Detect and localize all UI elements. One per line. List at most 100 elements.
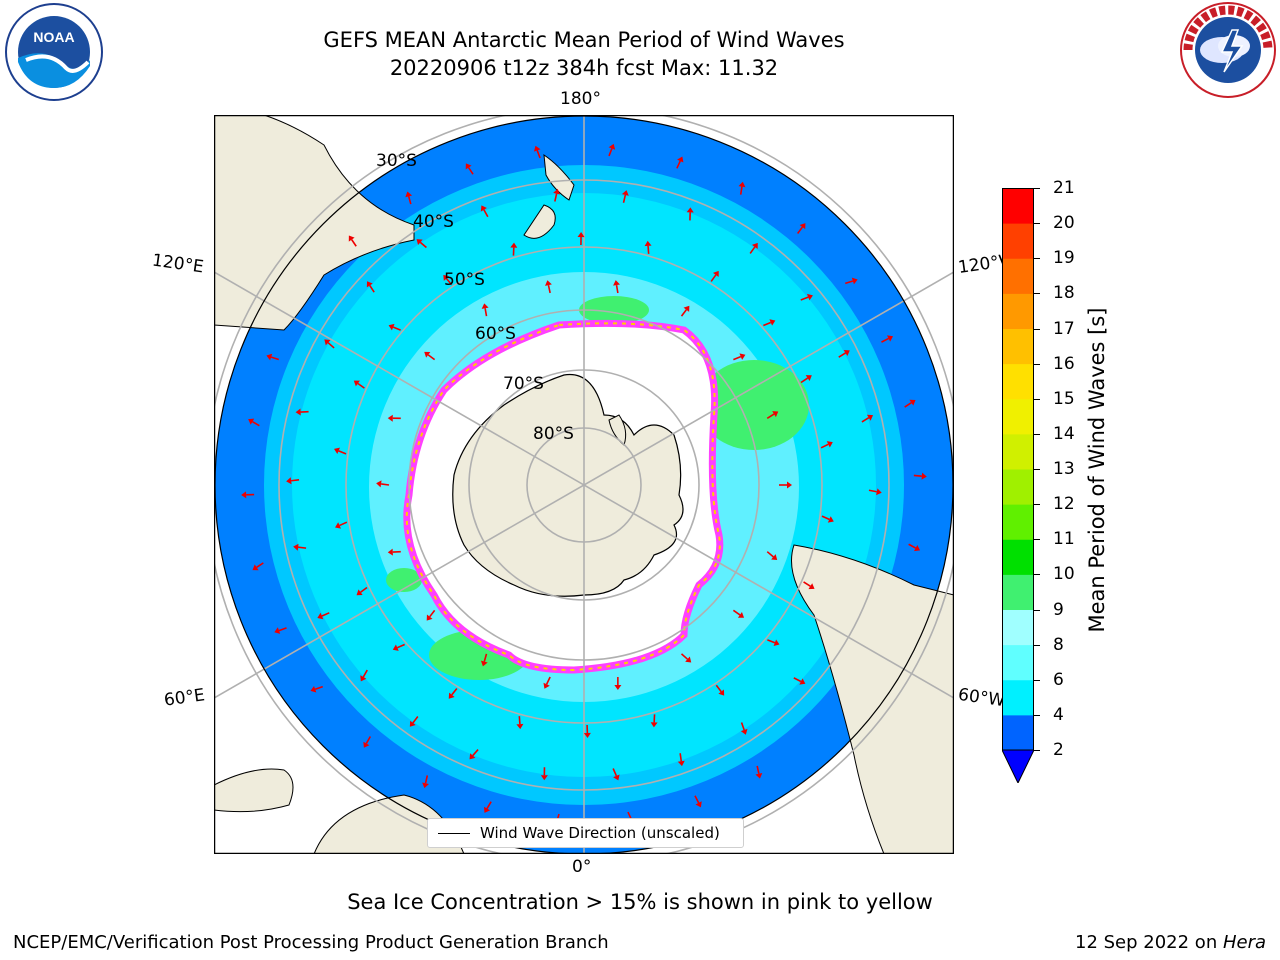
wind-arrow-head: [324, 339, 331, 346]
wind-arrow-shaft: [732, 609, 741, 616]
wind-arrow-shaft: [554, 193, 558, 202]
wind-arrow-head: [886, 335, 894, 342]
wind-arrow-shaft: [545, 676, 551, 685]
wind-arrow-shaft: [338, 450, 347, 455]
wind-arrow-head: [409, 720, 416, 727]
wind-arrow-shaft: [680, 653, 689, 660]
wind-arrow-shaft: [396, 643, 405, 649]
wind-arrow-head: [388, 323, 395, 331]
legend-label: Wind Wave Direction (unscaled): [480, 824, 720, 842]
colorbar-tick-label: 21: [1053, 178, 1075, 198]
footer-branch: NCEP/EMC/Verification Post Processing Pr…: [13, 932, 609, 953]
wind-arrow-shaft: [298, 546, 307, 549]
high-period-patch-4: [386, 568, 422, 592]
colorbar-tick-label: 14: [1053, 423, 1075, 444]
colorbar-tick-label: 11: [1053, 529, 1075, 550]
colorbar-segment: [1002, 539, 1034, 575]
lon-label-0: 0°: [572, 857, 592, 877]
noaa-logo: NOAA: [4, 2, 104, 102]
noaa-logo-text: NOAA: [33, 29, 74, 45]
wind-arrow-head: [738, 181, 746, 188]
wind-arrow-head: [286, 477, 292, 485]
wind-arrow-head: [583, 732, 591, 738]
wind-arrow-head: [921, 472, 927, 480]
colorbar-tick-mark: [1034, 539, 1040, 541]
wind-arrow-head: [677, 156, 684, 163]
wind-arrow-shaft: [881, 337, 889, 343]
wind-arrow-head: [553, 188, 561, 195]
wind-arrow-head: [248, 418, 255, 425]
wind-arrow-shaft: [766, 551, 774, 558]
wind-arrow-shaft: [821, 515, 830, 521]
wind-arrow-shaft: [676, 160, 681, 169]
wind-arrow-shaft: [357, 382, 365, 389]
wind-arrow-head: [293, 543, 299, 551]
lon-label-60w: 60°W: [956, 684, 1007, 712]
wind-arrow-shaft: [647, 245, 650, 254]
wind-arrow-shaft: [351, 239, 357, 247]
colorbar-segment: [1002, 679, 1034, 716]
wind-arrow-head: [808, 583, 815, 590]
lat-label-50s: 50°S: [444, 270, 485, 290]
wind-arrow-head: [737, 612, 745, 618]
wind-arrow-head: [348, 235, 355, 242]
colorbar-tick-mark: [1034, 258, 1040, 260]
colorbar-segment: [1002, 433, 1034, 470]
wind-arrow-shaft: [694, 795, 700, 804]
map-frame: [213, 114, 955, 855]
colorbar-tick-label: 16: [1053, 353, 1075, 374]
wind-arrow-shaft: [913, 474, 922, 477]
wind-arrow-head: [426, 614, 433, 621]
wind-arrow-head: [712, 270, 719, 277]
wind-arrow-head: [334, 447, 340, 455]
wind-arrow-head: [310, 685, 317, 693]
wind-arrow-shaft: [362, 669, 368, 678]
lat-label-30s: 30°S: [376, 151, 417, 171]
wind-arrow-shaft: [749, 246, 756, 254]
wind-arrow-shaft: [608, 148, 613, 157]
wind-arrow-head: [335, 522, 342, 529]
graticule: [214, 115, 954, 854]
wind-arrow-head: [252, 564, 259, 571]
colorbar-tick-mark: [1034, 609, 1040, 611]
colorbar-tick-label: 6: [1053, 669, 1064, 690]
wind-arrow-head: [718, 689, 725, 696]
wind-arrow-shaft: [380, 483, 390, 486]
wind-arrow-head: [448, 692, 455, 699]
wind-arrow-shaft: [800, 377, 809, 384]
wind-arrow-shaft: [547, 284, 551, 294]
footer-date: 12 Sep 2022 on Hera: [1075, 932, 1266, 953]
colorbar-tick-mark: [1034, 469, 1040, 470]
wind-arrow-shaft: [427, 354, 436, 361]
colorbar-segment: [1002, 609, 1034, 646]
wind-arrow-head: [740, 728, 748, 735]
map-legend: Wind Wave Direction (unscaled): [427, 818, 744, 848]
wind-arrow-shaft: [252, 421, 260, 427]
wind-arrow-head: [608, 143, 616, 150]
colorbar-segment: [1002, 398, 1034, 435]
colorbar-segment: [1002, 574, 1034, 610]
wind-arrow-shaft: [739, 186, 743, 195]
colorbar-tick-mark: [1034, 188, 1040, 189]
wind-arrow-head: [545, 280, 552, 286]
wind-arrow-shaft: [483, 209, 489, 218]
wind-arrow-shaft: [339, 521, 348, 527]
wind-arrow-shaft: [424, 775, 429, 784]
colorbar-tick-label: 17: [1053, 318, 1075, 339]
colorbar-tick-label: 9: [1053, 599, 1064, 620]
colorbar-segment: [1002, 469, 1034, 505]
wind-arrow-head: [376, 480, 382, 488]
colorbar-tick-mark: [1034, 714, 1040, 716]
wind-arrow-head: [317, 612, 324, 620]
wind-arrow-shaft: [314, 685, 324, 691]
colorbar-tick-label: 13: [1053, 459, 1075, 479]
wind-arrow-shaft: [845, 280, 854, 285]
lat-label-70s: 70°S: [503, 374, 544, 394]
wind-arrow-head: [387, 548, 393, 556]
wind-arrow-head: [613, 280, 620, 286]
wind-arrow-head: [469, 753, 476, 760]
wind-arrow-head: [876, 488, 882, 496]
colorbar-tick-label: 10: [1053, 564, 1075, 585]
colorbar-tick-mark: [1034, 398, 1040, 400]
wind-arrow-head: [799, 678, 806, 685]
